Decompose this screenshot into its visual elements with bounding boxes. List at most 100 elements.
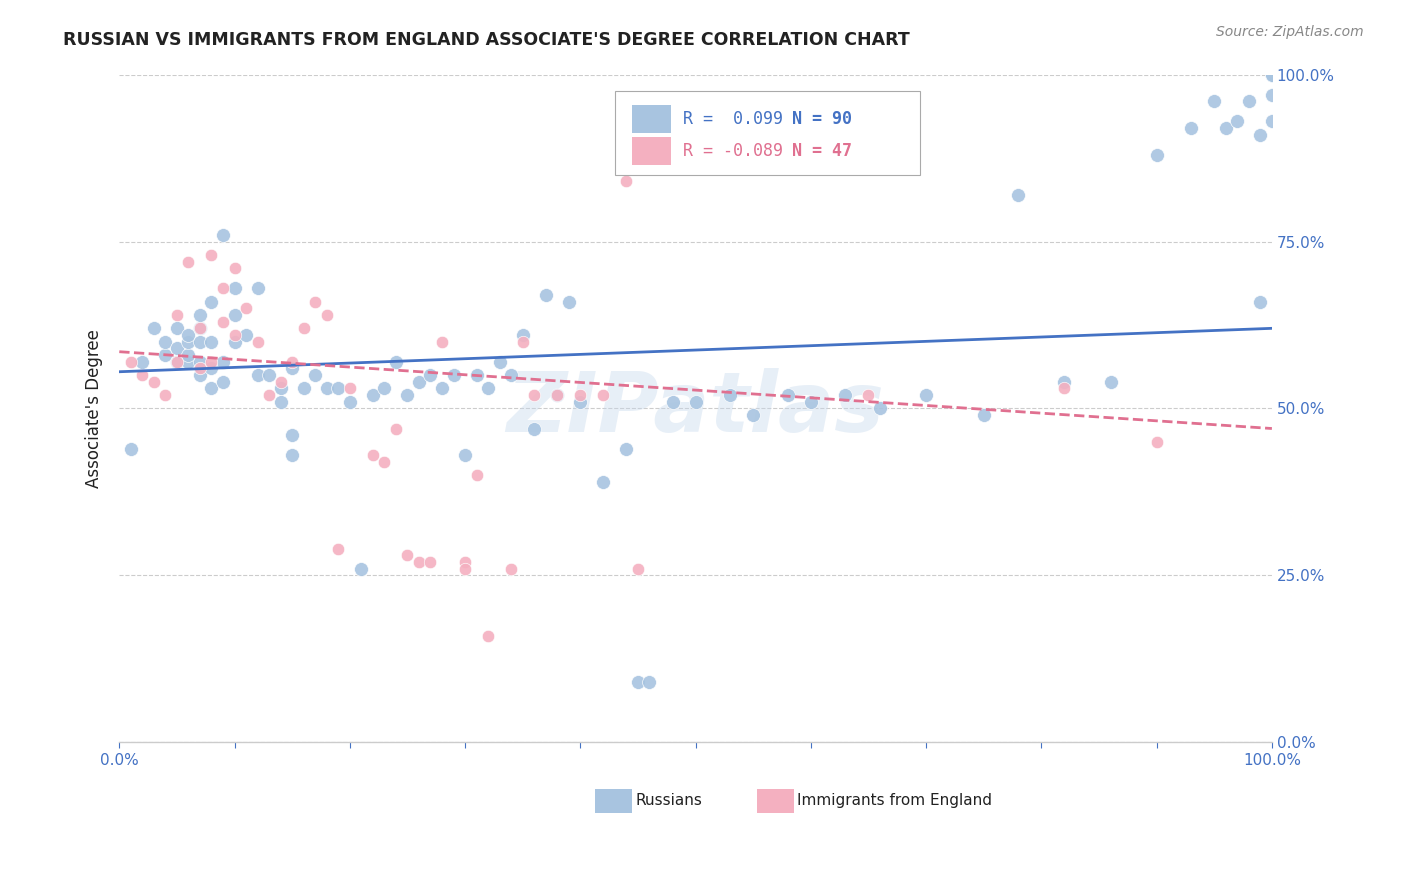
Point [373,455,395,469]
Y-axis label: Associate's Degree: Associate's Degree [86,329,103,488]
Point [315,381,337,395]
Point [235,328,257,343]
Point [512,328,534,343]
Point [1053,381,1076,395]
Point [281,361,304,376]
Point [177,334,200,349]
Point [1053,375,1076,389]
Point [188,334,211,349]
Point [270,381,292,395]
Point [1261,68,1284,82]
Point [592,475,614,489]
Text: N = 47: N = 47 [793,142,852,160]
Point [120,442,142,456]
Text: R =  0.099: R = 0.099 [683,111,783,128]
Point [200,381,222,395]
Point [1249,294,1271,309]
FancyBboxPatch shape [614,91,921,175]
Point [1146,434,1168,449]
Point [569,394,592,409]
Point [292,381,315,395]
Point [1261,68,1284,82]
Point [454,448,477,462]
Point [328,381,350,395]
Point [328,541,350,556]
Point [477,381,499,395]
Point [200,294,222,309]
Text: Source: ZipAtlas.com: Source: ZipAtlas.com [1216,25,1364,39]
Point [396,388,419,402]
Point [224,308,246,322]
Point [166,321,188,335]
Point [200,355,222,369]
Point [742,408,765,422]
Point [501,562,523,576]
Point [685,394,707,409]
Point [166,355,188,369]
Point [224,328,246,343]
Point [1261,114,1284,128]
Point [546,388,568,402]
Point [1215,120,1237,135]
Point [1249,128,1271,142]
Point [166,308,188,322]
Point [200,248,222,262]
Point [512,334,534,349]
Point [627,675,650,690]
Point [454,555,477,569]
Point [281,355,304,369]
Point [915,388,938,402]
FancyBboxPatch shape [633,136,672,165]
Point [534,288,557,302]
Point [281,428,304,442]
Point [488,355,510,369]
Point [523,421,546,435]
Point [188,321,211,335]
Point [155,334,177,349]
Point [408,375,430,389]
Point [292,321,315,335]
Point [188,361,211,376]
Point [350,562,373,576]
Point [131,355,153,369]
Point [858,388,880,402]
Point [443,368,465,382]
Point [1180,120,1202,135]
Point [661,394,683,409]
Point [188,321,211,335]
Point [177,355,200,369]
FancyBboxPatch shape [595,789,633,813]
Point [361,448,384,462]
Point [224,261,246,276]
Point [120,355,142,369]
Point [638,675,661,690]
Point [616,442,638,456]
Point [212,355,235,369]
Point [200,334,222,349]
Text: RUSSIAN VS IMMIGRANTS FROM ENGLAND ASSOCIATE'S DEGREE CORRELATION CHART: RUSSIAN VS IMMIGRANTS FROM ENGLAND ASSOC… [63,31,910,49]
Point [1237,94,1260,108]
Point [385,421,408,435]
Point [1099,375,1122,389]
Point [270,394,292,409]
Point [361,388,384,402]
Point [212,281,235,295]
Point [1146,147,1168,161]
Point [627,562,650,576]
Point [454,562,477,576]
Point [166,342,188,356]
Point [373,381,395,395]
Point [257,388,280,402]
Point [419,555,441,569]
Point [304,294,326,309]
Point [188,368,211,382]
Point [396,549,419,563]
Text: Russians: Russians [636,793,703,808]
Point [235,301,257,316]
Point [177,254,200,268]
Point [257,368,280,382]
Point [776,388,799,402]
Point [246,281,269,295]
Point [212,315,235,329]
Point [339,394,361,409]
